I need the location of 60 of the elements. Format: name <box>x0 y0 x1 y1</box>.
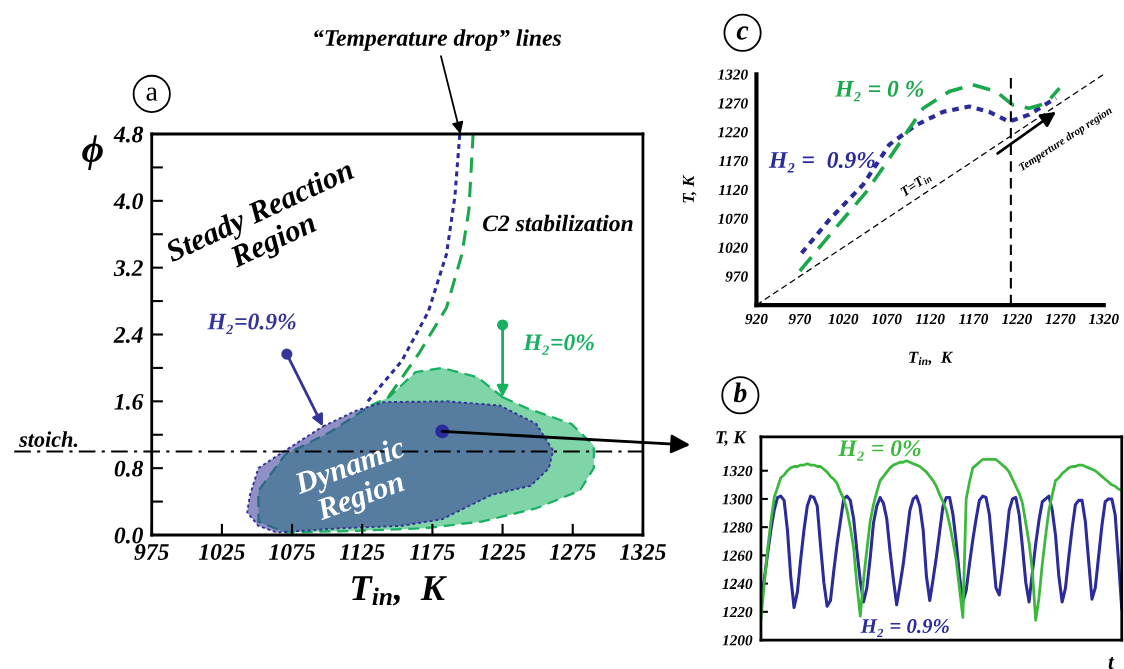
x-tick-label: 920 <box>745 313 768 325</box>
text: H₂=0.9% <box>207 313 296 335</box>
y-axis-title: T, K <box>682 174 697 203</box>
series-label: H₂ = 0 % <box>834 80 924 102</box>
y-tick-label: 1270 <box>717 98 748 109</box>
line-series <box>760 494 1122 611</box>
x-tick-label: 1320 <box>1088 313 1119 325</box>
y-tick-label: 1170 <box>718 155 748 167</box>
x-tick-label: 1175 <box>410 544 455 560</box>
ref-line-label: stoich. <box>19 431 78 448</box>
y-tick-label: 1260 <box>722 550 753 561</box>
y-tick-label: 1220 <box>717 127 748 138</box>
x-tick-label: 1120 <box>915 313 945 325</box>
y-tick-label: 1220 <box>722 606 753 618</box>
y-tick-label: 970 <box>725 271 748 282</box>
annotation: “Temperature drop” lines <box>314 29 561 51</box>
x-tick-label: 975 <box>134 544 169 560</box>
y-tick-label: 1020 <box>717 242 748 253</box>
text: T=T$_{in}$ <box>899 171 933 199</box>
y-tick-label: 1200 <box>722 635 753 646</box>
series-label: H₂ = 0.9% <box>768 151 875 173</box>
y-tick-label: 1120 <box>718 184 748 196</box>
x-tick-label: 1025 <box>198 544 245 560</box>
line-series <box>386 134 475 399</box>
series-label: H₂ = 0.9% <box>860 619 949 638</box>
y-tick-label: 0.0 <box>114 527 143 544</box>
x-axis-title: t <box>1108 656 1115 669</box>
x-tick-label: 1020 <box>828 313 859 325</box>
annotation: C2 stabilization <box>482 214 633 232</box>
y-tick-label: 3.2 <box>113 260 143 277</box>
x-tick-label: 1270 <box>1045 313 1076 325</box>
x-tick-label: 970 <box>788 313 812 325</box>
y-tick-label: 2.4 <box>113 327 143 344</box>
text: a <box>146 87 158 101</box>
y-tick-label: 1320 <box>722 465 753 477</box>
x-axis-title: T$_{in}$, K <box>352 576 447 606</box>
y-tick-label: 1320 <box>717 69 748 80</box>
series-label: H₂ = 0% <box>838 440 921 461</box>
x-tick-label: 1075 <box>269 544 316 560</box>
x-tick-label: 1225 <box>479 544 526 560</box>
y-axis-title: T, K <box>716 431 747 446</box>
y-tick-label: 4.8 <box>113 126 144 143</box>
y-tick-label: 1300 <box>722 494 753 505</box>
y-tick-label: 0.8 <box>114 460 144 477</box>
y-tick-label: 4.0 <box>113 193 143 210</box>
x-tick-label: 1070 <box>871 313 902 325</box>
x-tick-label: 1170 <box>959 313 989 325</box>
text: c <box>736 26 749 40</box>
legend-label: H₂=0% <box>523 334 594 355</box>
y-tick-label: 1.6 <box>114 393 144 410</box>
x-tick-label: 1125 <box>339 544 385 560</box>
y-tick-label: 1070 <box>717 213 748 224</box>
x-tick-label: 1220 <box>1002 313 1032 325</box>
x-axis-title: T$_{in}$, K <box>909 351 953 366</box>
y-tick-label: 1240 <box>722 578 753 590</box>
y-axis-title: ϕ <box>82 135 103 171</box>
x-tick-label: 1275 <box>549 544 596 560</box>
y-tick-label: 1280 <box>722 522 753 533</box>
x-tick-label: 1325 <box>619 544 666 560</box>
text: b <box>733 382 747 403</box>
